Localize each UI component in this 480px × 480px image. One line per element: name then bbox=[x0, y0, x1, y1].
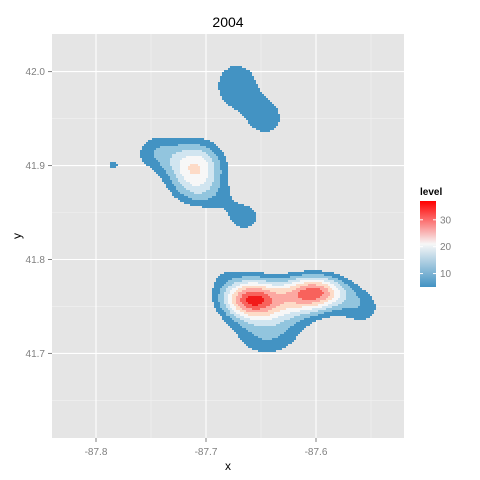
legend: level 10 20 30 bbox=[420, 187, 452, 287]
x-tick-label: -87.7 bbox=[195, 447, 218, 458]
y-axis-title: y bbox=[10, 233, 24, 239]
chart-title: 2004 bbox=[212, 14, 243, 30]
legend-ticks: 10 20 30 bbox=[420, 215, 452, 280]
legend-tick-label: 30 bbox=[440, 215, 452, 226]
x-axis-ticks: -87.8 -87.7 -87.6 bbox=[85, 438, 328, 458]
y-tick-label: 41.7 bbox=[26, 349, 46, 360]
legend-tick-label: 20 bbox=[440, 242, 452, 253]
x-tick-label: -87.8 bbox=[85, 447, 108, 458]
density-contours bbox=[110, 66, 376, 352]
y-tick-label: 41.8 bbox=[26, 255, 46, 266]
legend-colorbar bbox=[420, 201, 436, 287]
legend-tick-label: 10 bbox=[440, 269, 452, 280]
legend-title: level bbox=[420, 187, 442, 198]
x-axis-title: x bbox=[225, 459, 231, 473]
y-axis-ticks: 41.7 41.8 41.9 42.0 bbox=[26, 67, 52, 360]
y-tick-label: 41.9 bbox=[26, 161, 46, 172]
y-tick-label: 42.0 bbox=[26, 67, 46, 78]
contour-band bbox=[240, 288, 324, 310]
x-tick-label: -87.6 bbox=[305, 447, 328, 458]
contour-band bbox=[246, 296, 264, 306]
